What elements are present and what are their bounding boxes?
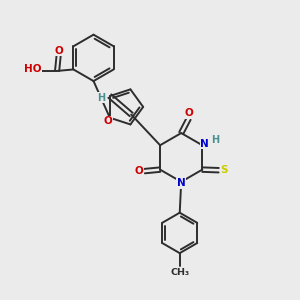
Text: O: O: [104, 116, 113, 126]
Text: O: O: [184, 108, 193, 118]
Text: O: O: [135, 166, 144, 176]
Text: H: H: [211, 135, 219, 145]
Text: H: H: [98, 93, 106, 103]
Text: S: S: [220, 165, 228, 175]
Text: N: N: [177, 178, 186, 188]
Text: CH₃: CH₃: [170, 268, 189, 277]
Text: HO: HO: [24, 64, 41, 74]
Text: N: N: [200, 139, 209, 149]
Text: O: O: [55, 46, 64, 56]
